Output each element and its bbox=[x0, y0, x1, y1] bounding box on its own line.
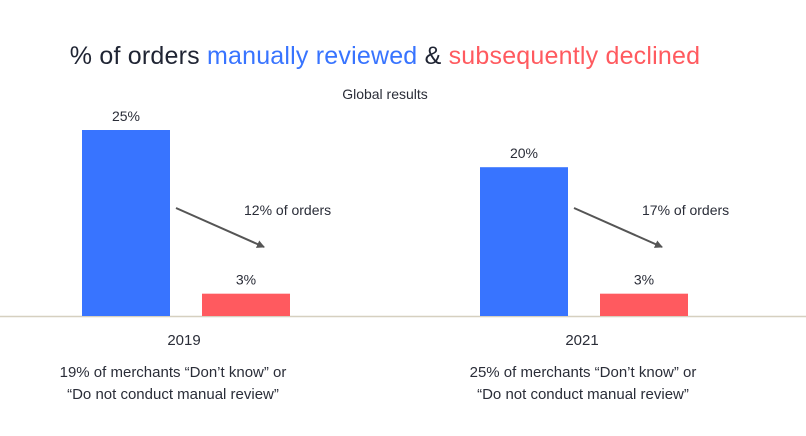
footnote-line: “Do not conduct manual review” bbox=[477, 386, 689, 403]
title-highlight-reviewed: manually reviewed bbox=[206, 42, 418, 70]
footnote-2021: 25% of merchants “Don’t know” or “Do not… bbox=[418, 362, 748, 406]
data-label: 3% bbox=[236, 272, 256, 288]
chart-title: % of orders manually reviewed & subseque… bbox=[0, 42, 770, 71]
bar-reviewed-2019 bbox=[82, 130, 170, 316]
data-label: 25% bbox=[112, 108, 140, 124]
x-tick-label: 2021 bbox=[565, 332, 598, 349]
data-label: 3% bbox=[634, 272, 654, 288]
title-highlight-declined: subsequently declined bbox=[448, 42, 701, 70]
x-tick-label: 2019 bbox=[167, 332, 200, 349]
annotation-label: 17% of orders bbox=[642, 202, 729, 218]
footnote-2019: 19% of merchants “Don’t know” or “Do not… bbox=[8, 362, 338, 406]
bar-reviewed-2021 bbox=[480, 167, 568, 316]
decline-arrow-2019 bbox=[175, 207, 265, 248]
annotation-label: 12% of orders bbox=[244, 202, 331, 218]
bar-declined-2021 bbox=[600, 293, 688, 316]
data-label: 20% bbox=[510, 145, 538, 161]
chart-subtitle: Global results bbox=[342, 86, 428, 102]
footnote-line: 25% of merchants “Don’t know” or bbox=[469, 364, 697, 381]
title-joiner: & bbox=[417, 42, 449, 70]
decline-arrow-2021 bbox=[573, 207, 663, 248]
footnote-line: “Do not conduct manual review” bbox=[67, 386, 279, 403]
footnote-line: 19% of merchants “Don’t know” or bbox=[59, 364, 287, 381]
bar-declined-2019 bbox=[202, 293, 290, 316]
title-prefix: % of orders bbox=[69, 42, 207, 70]
